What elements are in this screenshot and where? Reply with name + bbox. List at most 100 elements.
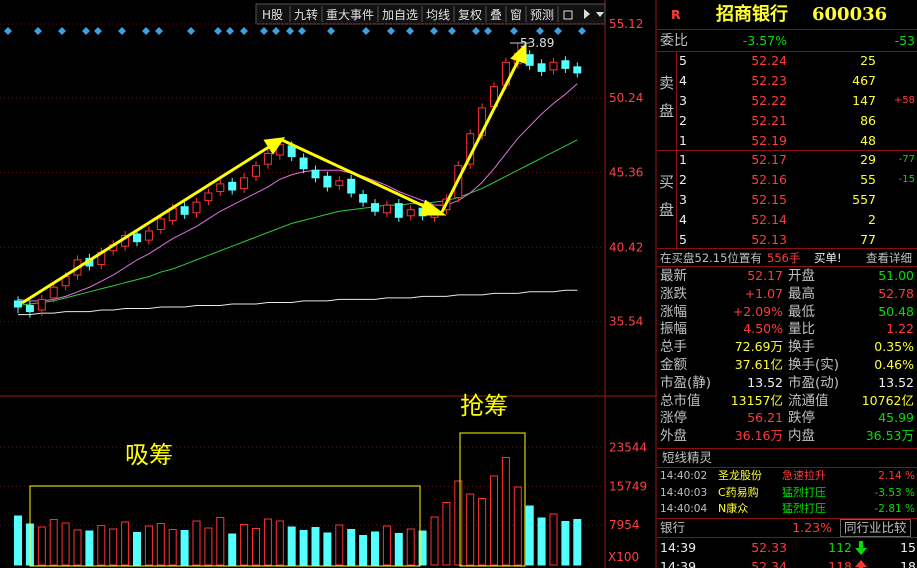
event-diamond — [484, 27, 492, 35]
stat-label: 换手 — [788, 339, 815, 356]
price: 52.17 — [751, 152, 787, 167]
event-diamond — [118, 27, 126, 35]
alert-time: 14:40:04 — [660, 503, 708, 515]
volume-bar — [287, 526, 296, 566]
toolbar-button[interactable]: H股 — [262, 8, 283, 22]
side-label: 卖 — [659, 74, 675, 92]
level: 5 — [679, 232, 687, 247]
stat-value: 56.21 — [747, 410, 783, 426]
toolbar-button[interactable]: 加自选 — [382, 8, 418, 22]
alert-change: -3.53 % — [874, 486, 915, 499]
volume-bar — [204, 527, 213, 566]
candle-body — [192, 201, 201, 214]
volume-bar — [371, 531, 379, 566]
toolbar: H股 九转 重大事件 加自选 均线 复权叠窗预测 — [255, 3, 606, 25]
tick-time: 14:39 — [660, 540, 697, 555]
alert-action: 猛烈打压 — [782, 485, 826, 499]
toolbar-button[interactable]: 复权 — [458, 8, 482, 22]
candle-body — [240, 177, 249, 189]
sector-change: 1.23% — [792, 520, 832, 535]
volume-bar — [252, 528, 260, 566]
price: 52.15 — [751, 192, 787, 207]
value: -53 — [894, 33, 915, 48]
stat-label: 市盈(静) — [660, 374, 712, 391]
toolbar-button[interactable]: 窗 — [510, 8, 522, 22]
stat-value: 51.00 — [878, 268, 914, 283]
volume-bar — [240, 524, 249, 566]
volume-bar — [573, 519, 582, 566]
arrow-line — [281, 138, 431, 211]
volume-bar — [478, 498, 487, 566]
lock-icon[interactable] — [563, 10, 573, 20]
candle-body — [371, 203, 379, 212]
notice-amount: 556手 — [767, 251, 801, 265]
volume-bar — [156, 523, 165, 566]
arrow-head — [263, 137, 286, 155]
volume: 55 — [860, 172, 876, 187]
volume: 77 — [860, 232, 876, 247]
label: 委比 — [660, 33, 688, 49]
stat-label: 涨跌 — [660, 285, 687, 302]
stat-value: 13157亿 — [730, 392, 783, 408]
volume-bar — [275, 520, 284, 566]
volume-bar — [382, 525, 391, 566]
volume-bar — [133, 532, 141, 566]
expand-icon[interactable] — [584, 9, 590, 19]
grid: 55.12 50.24 45.36 40.42 35.54 23544 15749 7954 — [0, 17, 647, 532]
alert-change: -2.81 % — [874, 503, 915, 515]
detail-link[interactable]: 查看详细 — [866, 251, 912, 265]
stat-label: 换手(实) — [788, 357, 840, 373]
volume-bar — [49, 519, 58, 566]
toolbar-button[interactable]: 重大事件 — [326, 8, 374, 22]
tick-price: 52.33 — [751, 540, 787, 555]
candle-body — [549, 61, 558, 71]
toolbar-button[interactable]: 预测 — [530, 8, 554, 22]
level: 5 — [679, 53, 687, 68]
volume-bar — [466, 493, 475, 566]
price: 52.19 — [751, 133, 787, 148]
candle-body — [382, 204, 391, 214]
ma-line — [18, 289, 578, 316]
volume-bar — [525, 505, 534, 566]
stat-label: 量比 — [788, 321, 815, 338]
candle-body — [252, 165, 260, 177]
y-tick-label: 55.12 — [609, 17, 643, 31]
side-label: 买 — [659, 173, 675, 191]
toolbar-button[interactable]: 九转 — [294, 7, 318, 22]
level: 2 — [679, 172, 687, 187]
candle-body — [180, 206, 189, 215]
volume-bar — [430, 516, 439, 566]
candle-body — [14, 300, 22, 308]
toolbar-button[interactable]: 叠 — [490, 8, 502, 22]
alert-action: 急速拉升 — [782, 469, 826, 482]
event-diamond — [272, 27, 280, 35]
stat-label: 总市值 — [660, 392, 701, 409]
price: 52.21 — [751, 113, 787, 128]
ma-line — [17, 83, 578, 302]
volume-bar — [73, 529, 82, 566]
stat-value: 52.17 — [747, 268, 783, 283]
event-diamond — [387, 27, 395, 35]
volume: 467 — [852, 73, 876, 88]
dropdown-icon[interactable] — [596, 12, 604, 17]
stat-label: 市盈(动) — [788, 374, 840, 391]
candle-body — [525, 54, 534, 66]
zone-box — [459, 432, 526, 567]
event-diamond — [286, 27, 294, 35]
toolbar-button[interactable]: 均线 — [426, 8, 450, 22]
level: 2 — [679, 113, 687, 128]
level: 1 — [679, 152, 687, 167]
stat-label: 振幅 — [660, 321, 687, 338]
alert-time: 14:40:03 — [660, 486, 708, 499]
volume: 86 — [860, 113, 876, 128]
event-diamond — [362, 27, 370, 35]
compare-button[interactable]: 同行业比较 — [840, 519, 911, 537]
event-diamond — [510, 27, 518, 35]
notice: 在买盘52.15位置有 — [660, 251, 762, 265]
volume-bar — [14, 515, 22, 566]
volume-bar — [418, 530, 427, 566]
stat-value: 1.22 — [886, 321, 914, 337]
event-markers — [4, 27, 586, 35]
volume-bar — [228, 533, 237, 566]
candle-body — [156, 218, 165, 230]
